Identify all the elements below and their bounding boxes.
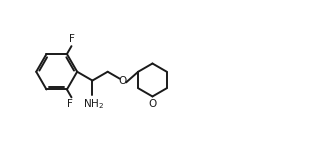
Text: O: O [148,99,156,109]
Text: NH$_2$: NH$_2$ [83,97,104,111]
Text: F: F [69,34,74,44]
Text: O: O [119,76,127,86]
Text: F: F [67,99,73,109]
